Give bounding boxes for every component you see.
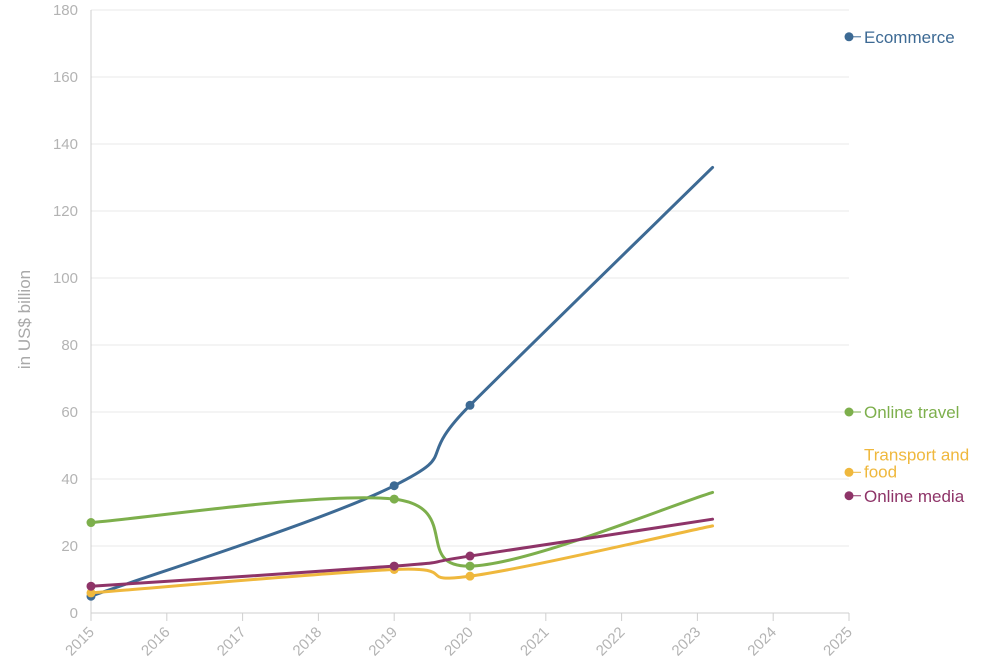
y-tick-label: 60	[61, 404, 78, 421]
y-tick-label: 140	[53, 136, 78, 153]
data-point-online-travel[interactable]	[465, 561, 475, 571]
data-point-online-media[interactable]	[389, 561, 399, 571]
data-point-ecommerce[interactable]	[389, 481, 399, 491]
y-tick-label: 20	[61, 538, 78, 555]
legend-marker-online-travel	[844, 407, 854, 417]
x-tick-label: 2024	[744, 624, 780, 660]
y-tick-label: 100	[53, 270, 78, 287]
legend-label-online-media[interactable]: Online media	[864, 487, 965, 506]
y-tick-label: 40	[61, 471, 78, 488]
y-tick-label: 0	[70, 605, 78, 622]
grid	[91, 9, 849, 547]
y-tick-label: 160	[53, 69, 78, 86]
legend: Ecommerce Online travel Transport and food O…	[844, 28, 969, 506]
x-tick-label: 2022	[593, 624, 629, 660]
x-tick-label: 2025	[820, 624, 856, 660]
y-tick-label: 180	[53, 2, 78, 19]
legend-marker-online-media	[844, 491, 854, 501]
data-point-online-travel[interactable]	[86, 518, 96, 528]
series-line-online-media	[89, 517, 715, 588]
y-tick-label: 80	[61, 337, 78, 354]
data-point-ecommerce[interactable]	[465, 400, 475, 410]
legend-label-ecommerce[interactable]: Ecommerce	[864, 28, 955, 47]
series-line-ecommerce	[89, 165, 715, 598]
y-tick-label: 120	[53, 203, 78, 220]
axes: 0 20 40 60 80 100 120 140 160 180 2015 2016 2017 2018…	[53, 2, 856, 659]
legend-label-line: Transport and	[864, 445, 969, 464]
legend-marker-transport-and-food	[844, 467, 854, 477]
x-tick-label: 2016	[138, 624, 174, 660]
data-point-online-travel[interactable]	[389, 494, 399, 504]
x-tick-label: 2020	[441, 624, 477, 660]
y-axis-title: in US$ billion	[15, 270, 34, 369]
legend-label-line: food	[864, 462, 897, 481]
x-tick-label: 2017	[214, 624, 250, 660]
data-point-transport-and-food[interactable]	[465, 571, 475, 581]
x-tick-label: 2023	[669, 624, 705, 660]
series-line-transport-and-food	[89, 524, 715, 595]
x-tick-label: 2021	[517, 624, 553, 660]
x-tick-label: 2015	[62, 624, 98, 660]
data-point-online-media[interactable]	[86, 581, 96, 591]
series-layer	[86, 165, 715, 601]
legend-label-online-travel[interactable]: Online travel	[864, 403, 959, 422]
x-tick-label: 2019	[365, 624, 401, 660]
data-point-online-media[interactable]	[465, 551, 475, 561]
legend-label-transport-and-food[interactable]: Transport and food	[864, 445, 969, 481]
x-tick-label: 2018	[290, 624, 326, 660]
data-point-transport-and-food[interactable]	[86, 588, 96, 598]
series-line-online-travel	[89, 490, 715, 568]
legend-marker-ecommerce	[844, 32, 854, 42]
